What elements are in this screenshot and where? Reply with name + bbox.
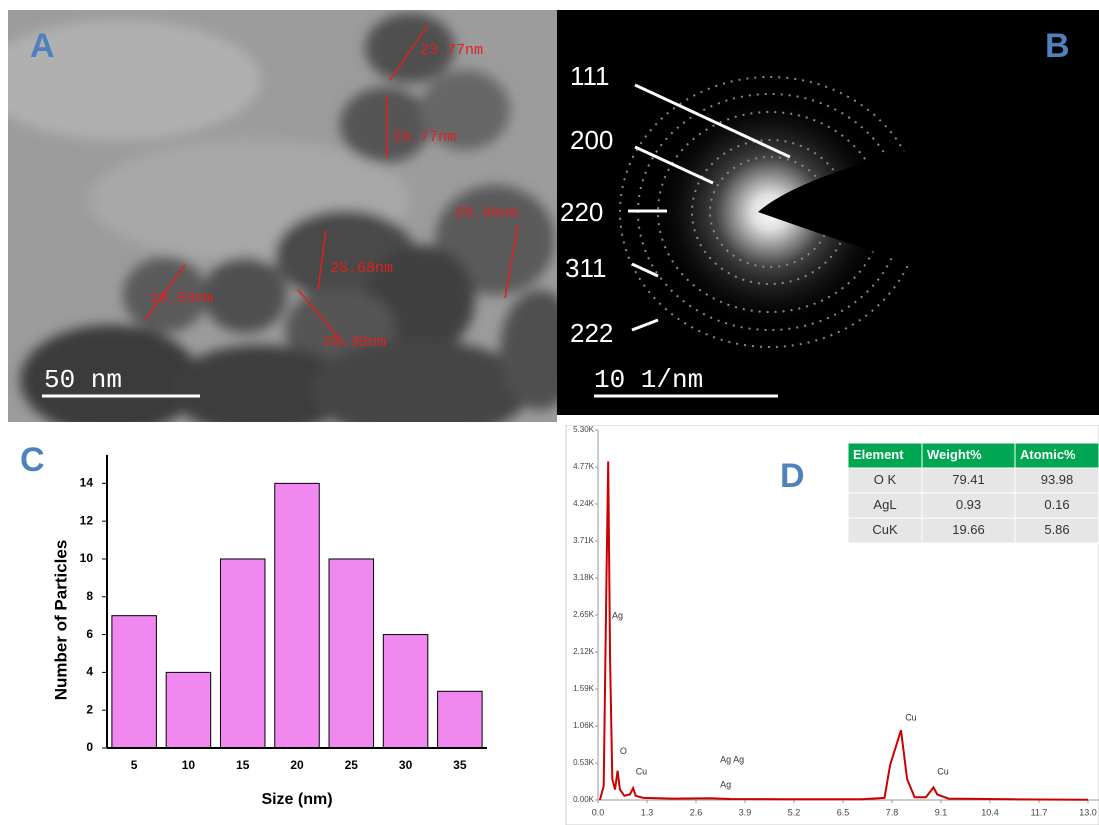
bar	[274, 482, 320, 749]
peak-label: Cu	[937, 766, 949, 776]
peak-label: Cu	[636, 766, 648, 776]
bar	[382, 634, 429, 749]
x-tick-label: 7.8	[886, 807, 899, 817]
scale-bar-label: 10 1/nm	[594, 365, 703, 395]
y-axis-label: Number of Particles	[51, 540, 70, 701]
x-tick-label: 2.6	[690, 807, 703, 817]
table-cell-text: 79.41	[952, 472, 985, 487]
measurement-label: 29.99nm	[455, 205, 518, 222]
bar	[328, 558, 375, 749]
y-tick-label: 4.24K	[573, 499, 595, 508]
bar	[111, 615, 157, 749]
x-axis-label: Size (nm)	[261, 791, 332, 808]
y-tick-label: 1.59K	[573, 684, 595, 693]
peak-label: Ag	[612, 610, 623, 620]
bar	[437, 690, 483, 749]
measurement-label: 23.77nm	[420, 42, 483, 59]
y-tick-label: 0	[86, 740, 93, 754]
table-cell	[1014, 517, 1099, 544]
panel-label: B	[1045, 27, 1070, 65]
table-header-cell	[847, 442, 923, 469]
ring-label: 220	[560, 197, 603, 227]
peak-label: O	[620, 746, 627, 756]
ring-label: 311	[565, 253, 606, 283]
x-tick-label: 35	[453, 758, 467, 772]
table-cell-text: O K	[874, 472, 897, 487]
table-cell-text: 19.66	[952, 522, 985, 537]
y-tick-label: 2	[86, 702, 93, 716]
y-tick-label: 2.12K	[573, 647, 595, 656]
panel-label: D	[780, 457, 805, 495]
table-header: Element	[853, 447, 904, 462]
measurement-label: 25.68nm	[330, 260, 393, 277]
table-cell	[847, 492, 923, 519]
y-tick-label: 10	[80, 551, 94, 565]
y-tick-label: 0.53K	[573, 758, 595, 767]
scale-bar-label: 50 nm	[44, 365, 122, 395]
tem-image	[8, 10, 557, 422]
table-cell	[847, 467, 923, 494]
x-tick-label: 15	[236, 758, 250, 772]
ring-label: 111	[570, 61, 610, 91]
peak-label: Cu	[905, 712, 917, 722]
x-tick-label: 13.0	[1079, 807, 1097, 817]
table-cell-text: 5.86	[1044, 522, 1069, 537]
saed-image	[557, 10, 1099, 415]
y-tick-label: 0.00K	[573, 795, 595, 804]
y-tick-label: 3.18K	[573, 573, 595, 582]
x-tick-label: 30	[399, 758, 413, 772]
y-tick-label: 4	[86, 665, 93, 679]
x-tick-label: 25	[345, 758, 359, 772]
y-tick-label: 8	[86, 589, 93, 603]
y-tick-label: 1.06K	[573, 721, 595, 730]
ring-label: 222	[570, 318, 613, 348]
panel-label: C	[20, 441, 45, 479]
measurement-label: 26.93nm	[150, 290, 213, 307]
y-tick-label: 2.65K	[573, 610, 595, 619]
x-tick-label: 10	[182, 758, 196, 772]
y-tick-label: 12	[80, 513, 94, 527]
x-tick-label: 10.4	[981, 807, 999, 817]
table-cell-text: 0.16	[1044, 497, 1069, 512]
panel-label: A	[30, 27, 55, 65]
x-tick-label: 0.0	[592, 807, 605, 817]
x-tick-label: 20	[290, 758, 304, 772]
bar	[165, 671, 212, 749]
x-tick-label: 11.7	[1031, 807, 1048, 817]
measurement-label: 28.30nm	[323, 334, 386, 351]
table-cell-text: 93.98	[1041, 472, 1074, 487]
x-tick-label: 6.5	[837, 807, 850, 817]
table-cell-text: AgL	[873, 497, 896, 512]
peak-label: Ag Ag	[720, 755, 744, 765]
x-tick-label: 3.9	[739, 807, 752, 817]
table-cell-text: 0.93	[956, 497, 981, 512]
y-tick-label: 5.30K	[573, 425, 595, 434]
peak-label: Ag	[720, 779, 731, 789]
spectrum-line	[598, 461, 1089, 801]
table-cell	[921, 467, 1016, 494]
bar	[219, 558, 266, 749]
table-header: Atomic%	[1020, 447, 1076, 462]
y-tick-label: 3.71K	[573, 536, 595, 545]
y-tick-label: 4.77K	[573, 462, 595, 471]
table-cell-text: CuK	[872, 522, 898, 537]
x-tick-label: 5	[131, 758, 138, 772]
y-tick-label: 14	[80, 476, 94, 490]
measurement-label: 26.77nm	[393, 129, 456, 146]
table-header: Weight%	[927, 447, 982, 462]
x-tick-label: 5.2	[788, 807, 801, 817]
x-tick-label: 1.3	[641, 807, 654, 817]
x-tick-label: 9.1	[935, 807, 948, 817]
y-tick-label: 6	[86, 627, 93, 641]
ring-label: 200	[570, 125, 613, 155]
